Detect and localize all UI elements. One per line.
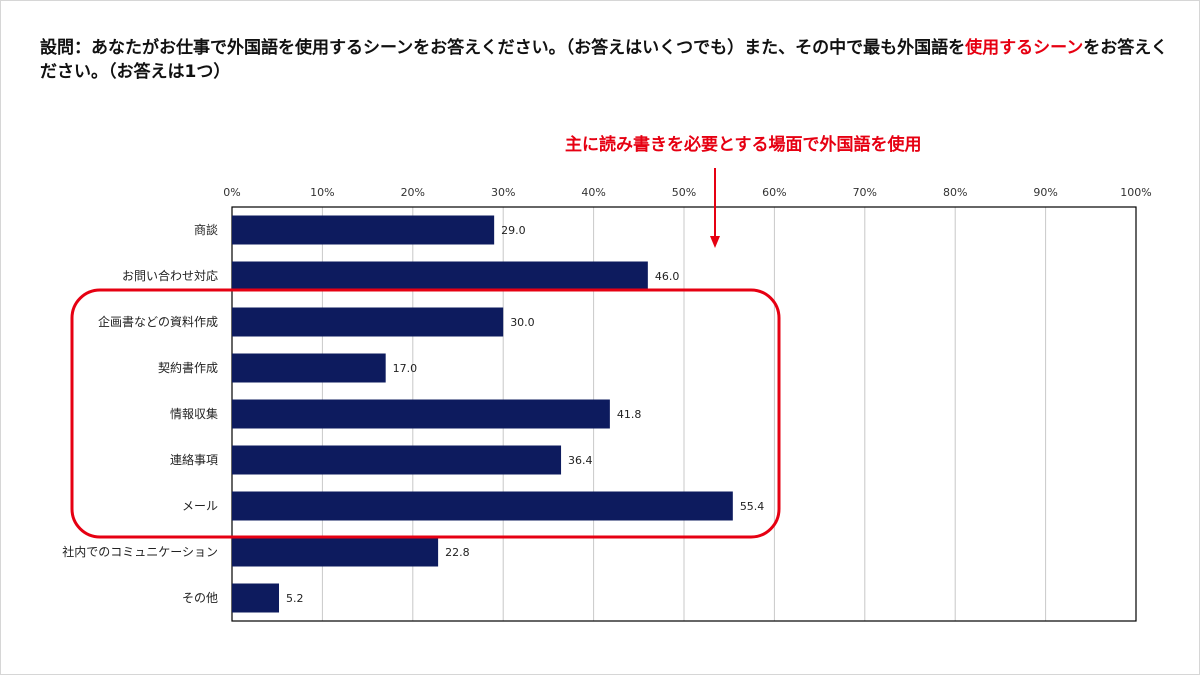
value-label: 36.4	[568, 454, 593, 467]
category-label: 商談	[194, 222, 218, 237]
category-label: その他	[182, 591, 218, 605]
x-tick-label: 10%	[310, 186, 334, 199]
category-label: 企画書などの資料作成	[98, 314, 218, 329]
bar	[232, 215, 495, 245]
value-label: 22.8	[445, 546, 470, 559]
value-label: 29.0	[501, 224, 526, 237]
callout-text: 主に読み書きを必要とする場面で外国語を使用	[565, 135, 922, 155]
question-highlight: 使用するシーン	[965, 38, 1084, 58]
bar	[232, 261, 648, 291]
x-tick-label: 0%	[223, 186, 240, 199]
x-tick-label: 70%	[853, 186, 877, 199]
value-label: 41.8	[617, 408, 642, 421]
x-tick-label: 50%	[672, 186, 696, 199]
highlight-box	[70, 288, 781, 539]
question-part1: 設問：あなたがお仕事で外国語を使用するシーンをお答えください。（お答えはいくつで…	[40, 38, 966, 58]
value-label: 5.2	[286, 592, 304, 605]
value-label: 30.0	[510, 316, 535, 329]
bar	[232, 583, 280, 613]
bar	[232, 445, 562, 475]
x-tick-label: 40%	[581, 186, 605, 199]
question-part2: をお答えください。（お答えは1つ）	[40, 38, 1168, 82]
x-tick-label: 20%	[401, 186, 425, 199]
x-tick-label: 30%	[491, 186, 515, 199]
x-tick-label: 80%	[943, 186, 967, 199]
category-label: メール	[182, 499, 218, 513]
category-label: 情報収集	[170, 406, 218, 421]
x-tick-label: 100%	[1120, 186, 1151, 199]
arrow-head	[710, 236, 720, 248]
value-label: 46.0	[655, 270, 680, 283]
category-label: 連絡事項	[170, 452, 218, 467]
bar	[232, 491, 733, 521]
bar	[232, 537, 439, 567]
bar	[232, 307, 504, 337]
question-text: 設問：あなたがお仕事で外国語を使用するシーンをお答えください。（お答えはいくつで…	[40, 36, 1170, 84]
bar	[232, 353, 386, 383]
category-label: 社内でのコミュニケーション	[62, 544, 218, 559]
value-label: 17.0	[393, 362, 418, 375]
x-tick-label: 90%	[1033, 186, 1057, 199]
category-label: 契約書作成	[158, 360, 218, 375]
category-label: お問い合わせ対応	[122, 268, 218, 283]
x-tick-label: 60%	[762, 186, 786, 199]
bar	[232, 399, 610, 429]
value-label: 55.4	[740, 500, 765, 513]
